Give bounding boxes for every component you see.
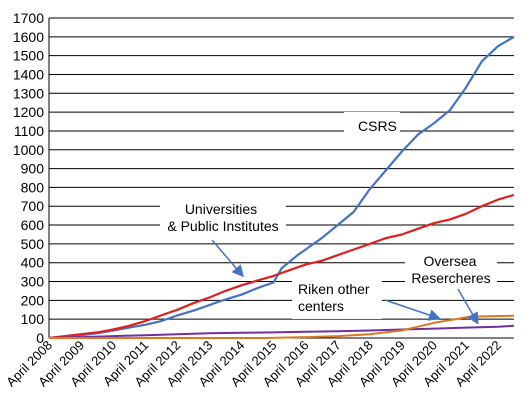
y-tick-label: 1000 [13, 142, 44, 158]
arrow-oversea [457, 288, 479, 325]
y-tick-label: 1700 [13, 10, 44, 26]
y-tick-label: 0 [36, 330, 44, 346]
annotation-riken-line2: centers [298, 298, 344, 314]
y-tick-label: 1500 [13, 48, 44, 64]
y-tick-label: 900 [21, 161, 45, 177]
series-line-csrs [48, 35, 515, 340]
y-tick-label: 100 [21, 311, 45, 327]
annotation-csrs-text: CSRS [358, 118, 397, 134]
y-tick-label: 300 [21, 274, 45, 290]
arrow-riken [384, 299, 441, 321]
y-tick-label: 1100 [14, 123, 44, 139]
y-tick-label: 1200 [13, 104, 44, 120]
annotation-oversea-line1: Oversea [424, 253, 477, 269]
arrow-universities [211, 239, 244, 278]
annotation-universities: Universities & Public Institutes [160, 197, 286, 237]
y-tick-label: 1600 [13, 29, 44, 45]
annotation-oversea: Oversea Resercheres [405, 252, 497, 289]
y-tick-label: 800 [21, 179, 45, 195]
y-tick-label: 600 [21, 217, 45, 233]
annotation-riken: Riken other centers [292, 279, 382, 319]
y-tick-label: 700 [21, 198, 45, 214]
y-tick-label: 1400 [13, 66, 44, 82]
series-line-universities-public-institutes [48, 193, 515, 340]
annotation-csrs: CSRS [344, 112, 400, 140]
annotation-universities-line2: & Public Institutes [167, 218, 278, 234]
series-line-riken-other-centers [48, 324, 515, 339]
y-tick-label: 1300 [13, 85, 44, 101]
y-tick-label: 500 [21, 236, 45, 252]
y-tick-label: 400 [21, 255, 45, 271]
annotation-universities-line1: Universities [185, 201, 257, 217]
annotation-riken-line1: Riken other [298, 281, 370, 297]
y-axis-ticks: 0 100 200 300 400 500 600 700 800 900 1000 1100 1200… [13, 10, 44, 346]
y-tick-label: 200 [21, 292, 45, 308]
annotation-oversea-line2: Resercheres [411, 270, 490, 286]
grid-lines [48, 17, 514, 339]
